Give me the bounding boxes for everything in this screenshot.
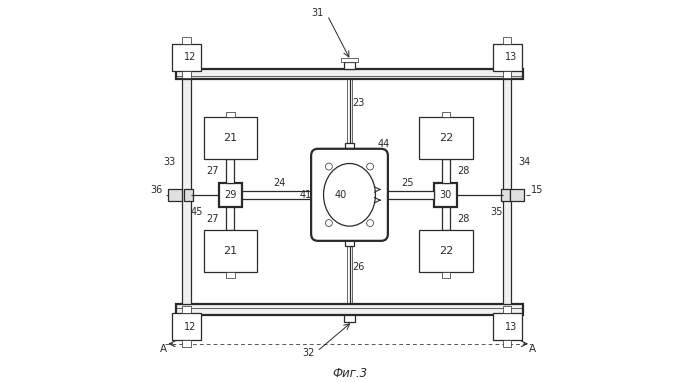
Bar bbox=[168, 189, 182, 201]
Bar bbox=[419, 230, 473, 272]
Bar bbox=[442, 207, 449, 230]
Circle shape bbox=[326, 163, 332, 170]
Bar bbox=[500, 189, 510, 201]
Bar bbox=[503, 71, 512, 78]
Text: 26: 26 bbox=[352, 262, 365, 272]
Text: 31: 31 bbox=[311, 8, 324, 18]
Bar bbox=[182, 71, 191, 78]
Text: 15: 15 bbox=[531, 185, 544, 195]
Bar bbox=[182, 37, 191, 44]
Text: 29: 29 bbox=[224, 190, 236, 200]
Bar bbox=[342, 58, 357, 62]
Text: 22: 22 bbox=[439, 133, 453, 143]
Text: 33: 33 bbox=[163, 157, 175, 167]
Bar bbox=[182, 340, 191, 347]
Bar bbox=[203, 117, 257, 159]
Bar bbox=[172, 44, 201, 71]
Text: 36: 36 bbox=[150, 185, 162, 195]
Bar bbox=[442, 112, 450, 117]
Text: 23: 23 bbox=[352, 98, 365, 108]
Text: 21: 21 bbox=[223, 246, 238, 256]
Bar bbox=[503, 306, 512, 313]
Bar bbox=[184, 189, 193, 201]
Bar bbox=[242, 191, 318, 199]
Bar bbox=[226, 272, 235, 278]
Ellipse shape bbox=[324, 163, 375, 226]
Bar bbox=[344, 315, 355, 322]
Bar bbox=[219, 183, 242, 207]
Text: 13: 13 bbox=[505, 52, 517, 62]
Bar bbox=[381, 191, 434, 199]
Bar bbox=[442, 159, 449, 183]
Bar bbox=[226, 112, 235, 117]
Bar bbox=[345, 143, 354, 156]
Bar bbox=[510, 189, 524, 201]
Bar bbox=[434, 183, 457, 207]
Bar bbox=[442, 272, 450, 278]
Bar bbox=[503, 79, 512, 304]
Bar bbox=[226, 207, 234, 230]
Text: 22: 22 bbox=[439, 246, 453, 256]
Circle shape bbox=[367, 220, 373, 227]
Text: 27: 27 bbox=[206, 166, 219, 176]
Text: 28: 28 bbox=[457, 166, 470, 176]
Bar bbox=[182, 79, 191, 304]
FancyBboxPatch shape bbox=[311, 149, 388, 241]
Text: 45: 45 bbox=[191, 207, 203, 217]
Bar bbox=[203, 230, 257, 272]
Bar bbox=[419, 117, 473, 159]
Bar bbox=[182, 306, 191, 313]
Text: 41: 41 bbox=[300, 190, 312, 200]
Text: 35: 35 bbox=[491, 207, 503, 217]
Text: 24: 24 bbox=[274, 178, 286, 188]
Text: 30: 30 bbox=[440, 190, 452, 200]
Text: Фиг.3: Фиг.3 bbox=[332, 367, 367, 380]
Circle shape bbox=[326, 220, 332, 227]
Text: 44: 44 bbox=[378, 139, 390, 149]
Text: 32: 32 bbox=[302, 348, 315, 358]
Bar bbox=[175, 69, 524, 79]
Text: 27: 27 bbox=[206, 214, 219, 223]
Text: 13: 13 bbox=[505, 322, 517, 332]
Text: 28: 28 bbox=[457, 214, 470, 223]
Circle shape bbox=[367, 163, 373, 170]
Bar bbox=[503, 37, 512, 44]
Bar bbox=[493, 313, 521, 340]
Bar bbox=[493, 44, 521, 71]
Text: A: A bbox=[529, 344, 536, 354]
Text: 34: 34 bbox=[519, 157, 531, 167]
Bar bbox=[226, 159, 234, 183]
Bar bbox=[172, 313, 201, 340]
Text: 12: 12 bbox=[184, 52, 196, 62]
Text: 25: 25 bbox=[401, 178, 414, 188]
Bar bbox=[344, 62, 355, 69]
Bar bbox=[503, 340, 512, 347]
Bar bbox=[345, 234, 354, 246]
Text: A: A bbox=[160, 344, 168, 354]
Text: 21: 21 bbox=[223, 133, 238, 143]
Text: 40: 40 bbox=[335, 190, 347, 200]
Text: 12: 12 bbox=[184, 322, 196, 332]
Bar bbox=[175, 304, 524, 315]
